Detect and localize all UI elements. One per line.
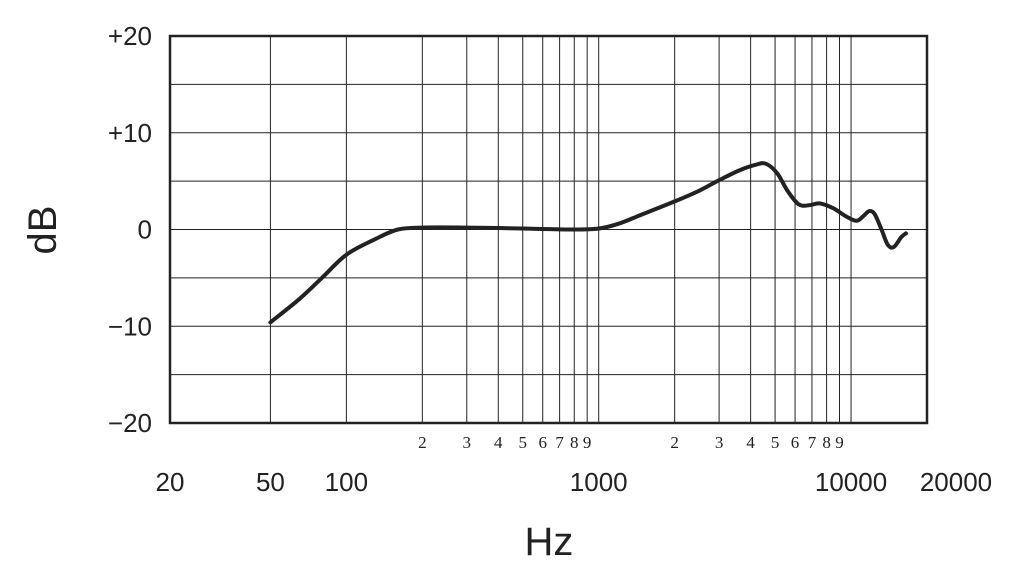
x-minor-tick-label: 8 (822, 433, 831, 452)
x-minor-tick-label: 4 (494, 433, 503, 452)
y-tick-label: +10 (108, 118, 152, 148)
x-minor-tick-label: 6 (791, 433, 800, 452)
x-tick-label: 20000 (920, 467, 992, 497)
x-tick-label: 10000 (815, 467, 887, 497)
y-axis-title: dB (21, 206, 65, 255)
x-tick-label: 100 (325, 467, 368, 497)
x-minor-tick-label: 5 (518, 433, 527, 452)
y-tick-label: −20 (108, 408, 152, 438)
y-tick-label: 0 (138, 215, 152, 245)
series-line (268, 161, 908, 325)
x-minor-tick-label: 7 (555, 433, 564, 452)
x-minor-tick-label: 7 (808, 433, 817, 452)
x-minor-tick-label: 9 (835, 433, 844, 452)
x-tick-label: 20 (156, 467, 185, 497)
x-minor-tick-label: 8 (570, 433, 579, 452)
y-tick-label: −10 (108, 311, 152, 341)
x-minor-tick-label: 2 (670, 433, 679, 452)
x-tick-label: 50 (256, 467, 285, 497)
x-minor-tick-label: 3 (463, 433, 472, 452)
x-tick-labels: 20 50 100 1000 10000 20000 (156, 467, 993, 497)
x-minor-tick-label: 2 (418, 433, 427, 452)
y-tick-label: +20 (108, 21, 152, 51)
x-minor-tick-label: 6 (538, 433, 547, 452)
x-axis-title: Hz (525, 520, 574, 564)
y-tick-labels: +20 +10 0 −10 −20 (108, 21, 152, 438)
plot-frame (168, 34, 929, 425)
x-minor-tick-label: 4 (746, 433, 755, 452)
x-minor-tick-label: 9 (583, 433, 592, 452)
x-minor-tick-label: 5 (771, 433, 780, 452)
x-minor-tick-label: 3 (715, 433, 724, 452)
x-tick-label: 1000 (570, 467, 628, 497)
grid (170, 36, 927, 423)
